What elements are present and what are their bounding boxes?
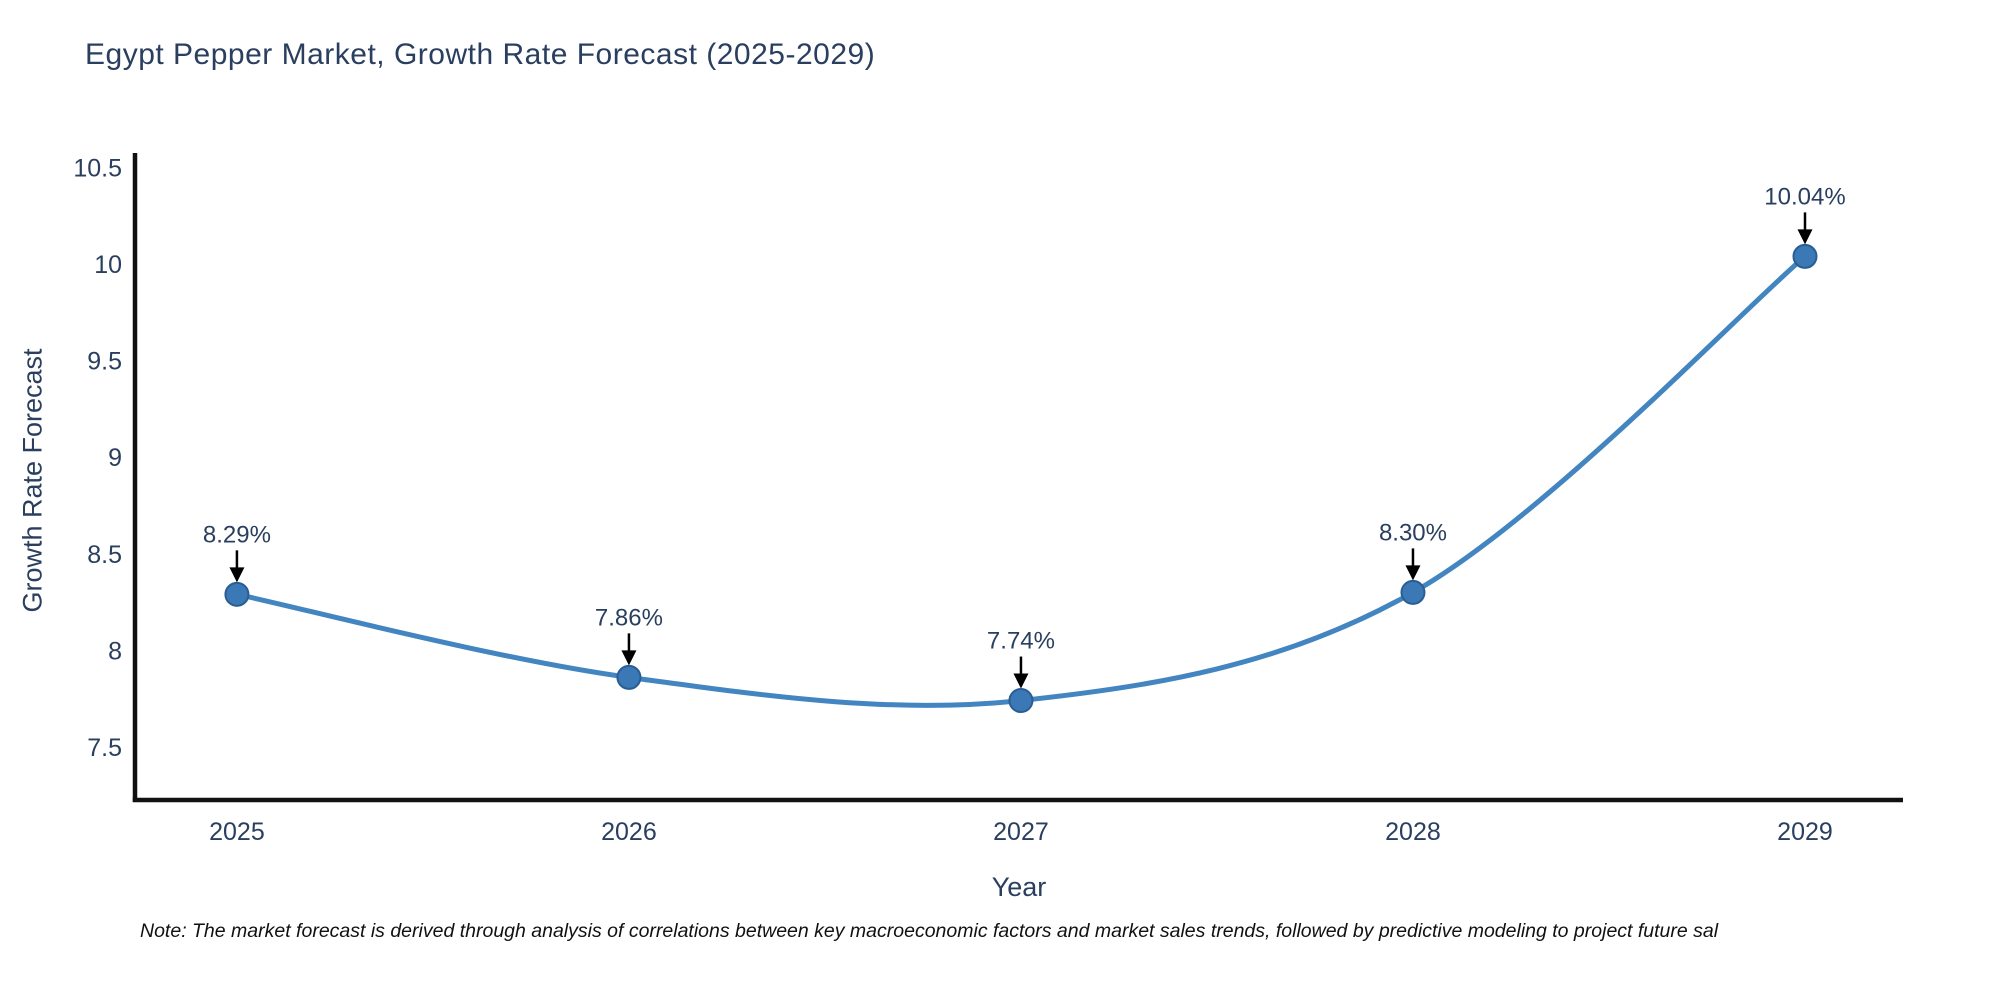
y-tick-label: 10.5: [73, 155, 122, 183]
footnote: Note: The market forecast is derived thr…: [140, 920, 1719, 942]
y-tick-label: 10: [94, 251, 122, 279]
point-annotation: 10.04%: [1764, 183, 1846, 245]
data-point-marker: [224, 581, 250, 607]
data-point-marker: [1400, 579, 1426, 605]
annotation-arrowhead-icon: [1405, 565, 1421, 581]
chart-title: Egypt Pepper Market, Growth Rate Forecas…: [85, 38, 876, 71]
point-annotations: 8.29% 7.86% 7.74% 8.30% 10.04%: [203, 183, 1846, 689]
x-axis-title: Year: [991, 872, 1047, 902]
x-tick-label: 2028: [1385, 818, 1441, 846]
y-tick-label: 8.5: [87, 541, 122, 569]
x-tick-label: 2027: [993, 818, 1049, 846]
y-tick-label: 8: [108, 637, 122, 665]
y-tick-label: 9: [108, 444, 122, 472]
point-annotation: 7.86%: [595, 604, 663, 666]
point-annotation-label: 10.04%: [1764, 183, 1845, 210]
point-annotation-label: 7.74%: [987, 628, 1055, 655]
x-tick-label: 2026: [601, 818, 657, 846]
y-tick-label: 7.5: [87, 734, 122, 762]
point-annotation: 8.30%: [1379, 519, 1447, 581]
y-axis-title: Growth Rate Forecast: [17, 348, 48, 613]
x-tick-label: 2029: [1777, 818, 1833, 846]
y-tick-label: 9.5: [87, 348, 122, 376]
annotation-arrowhead-icon: [229, 567, 245, 583]
axis-tick-labels: 7.5 8 8.5 9 9.5 10 10.5 2025 2026 2027 2028 2029: [73, 155, 1832, 846]
data-point-marker: [616, 664, 642, 690]
annotation-arrowhead-icon: [621, 650, 637, 666]
point-annotation-label: 8.30%: [1379, 519, 1447, 546]
data-point-marker: [1008, 688, 1034, 714]
annotation-arrowhead-icon: [1797, 229, 1813, 245]
point-annotation-label: 8.29%: [203, 521, 271, 548]
data-point-markers: [224, 243, 1818, 714]
annotation-arrowhead-icon: [1013, 673, 1029, 689]
point-annotation: 8.29%: [203, 521, 271, 583]
point-annotation-label: 7.86%: [595, 604, 663, 631]
data-point-marker: [1792, 243, 1818, 269]
point-annotation: 7.74%: [987, 628, 1055, 689]
x-tick-label: 2025: [209, 818, 265, 846]
